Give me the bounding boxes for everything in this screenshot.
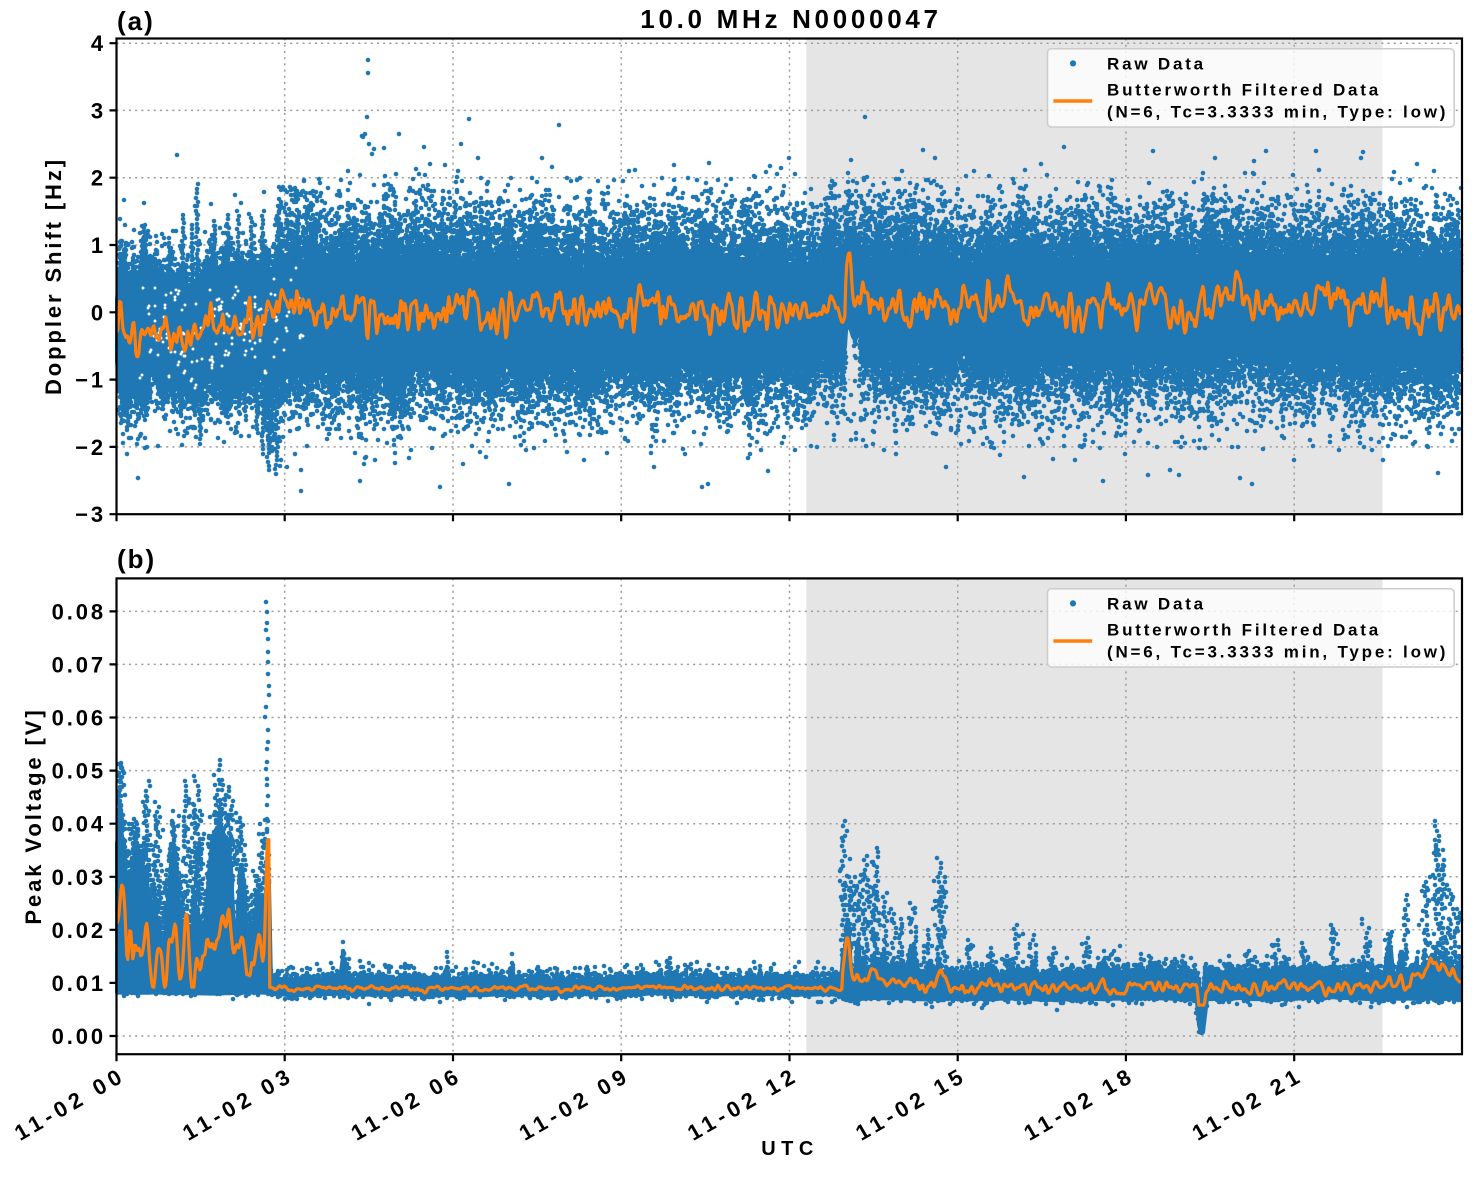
svg-text:0.04: 0.04: [52, 812, 106, 837]
svg-text:2: 2: [91, 166, 106, 191]
svg-text:(a): (a): [117, 6, 155, 36]
svg-text:0.08: 0.08: [52, 599, 106, 624]
svg-text:0.03: 0.03: [52, 865, 106, 890]
svg-text:4: 4: [91, 31, 106, 56]
svg-text:3: 3: [91, 98, 106, 123]
svg-text:(N=6, Tc=3.3333 min, Type: low: (N=6, Tc=3.3333 min, Type: low): [1107, 643, 1448, 662]
svg-text:10.0 MHz N0000047: 10.0 MHz N0000047: [640, 4, 941, 34]
svg-text:1: 1: [91, 233, 106, 258]
svg-text:Doppler Shift [Hz]: Doppler Shift [Hz]: [41, 157, 66, 395]
svg-text:−2: −2: [75, 435, 106, 460]
svg-text:0.06: 0.06: [52, 706, 106, 731]
svg-text:−3: −3: [75, 502, 106, 527]
svg-text:Butterworth Filtered Data: Butterworth Filtered Data: [1107, 81, 1381, 100]
svg-text:0.01: 0.01: [52, 971, 106, 996]
svg-text:Peak Voltage [V]: Peak Voltage [V]: [21, 707, 46, 924]
svg-text:Raw Data: Raw Data: [1107, 594, 1206, 613]
svg-text:(N=6, Tc=3.3333 min, Type: low: (N=6, Tc=3.3333 min, Type: low): [1107, 103, 1448, 122]
svg-text:(b): (b): [117, 544, 156, 574]
svg-text:−1: −1: [75, 368, 106, 393]
svg-text:0: 0: [91, 300, 106, 325]
svg-text:0.00: 0.00: [52, 1024, 106, 1049]
svg-text:0.07: 0.07: [52, 652, 106, 677]
svg-text:Butterworth Filtered Data: Butterworth Filtered Data: [1107, 621, 1381, 640]
svg-text:UTC: UTC: [761, 1138, 819, 1160]
svg-text:0.02: 0.02: [52, 918, 106, 943]
svg-text:0.05: 0.05: [52, 759, 106, 784]
svg-text:Raw Data: Raw Data: [1107, 54, 1206, 73]
